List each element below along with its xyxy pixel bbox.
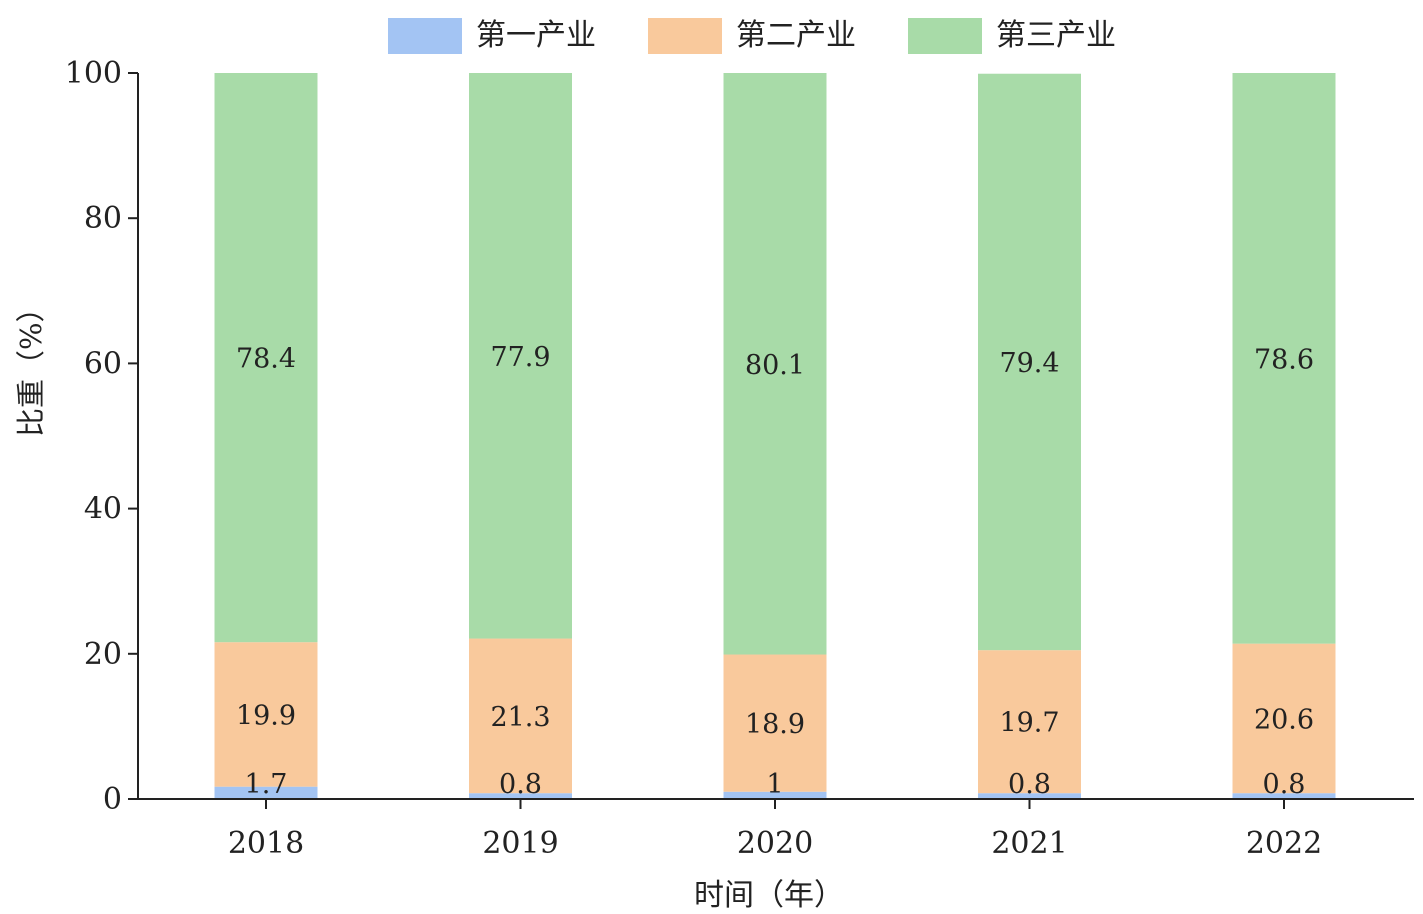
legend-swatch-tertiary (908, 18, 982, 54)
y-axis-title: 比重（%） (14, 293, 48, 437)
data-label: 20.6 (1254, 704, 1314, 735)
bar-segment (1232, 793, 1336, 799)
data-label: 79.4 (999, 348, 1059, 379)
bar-segment (214, 786, 318, 799)
y-tick-label: 100 (65, 56, 122, 91)
data-label: 21.3 (490, 702, 550, 733)
bar-segment (214, 642, 318, 787)
data-label: 78.4 (236, 344, 296, 375)
data-label: 78.6 (1254, 344, 1314, 375)
x-tick-label: 2020 (737, 826, 813, 861)
bar-segment (723, 791, 827, 799)
legend-label-secondary: 第二产业 (736, 18, 856, 53)
legend-item-primary: 第一产业 (388, 18, 596, 54)
bar-segment (469, 638, 572, 794)
bar-segment (723, 654, 827, 792)
data-label: 19.9 (236, 700, 296, 731)
x-tick-label: 2021 (991, 826, 1067, 861)
legend-item-tertiary: 第三产业 (908, 18, 1116, 54)
data-label: 80.1 (745, 350, 805, 381)
x-tick-label: 2022 (1246, 826, 1322, 861)
legend-label-primary: 第一产业 (476, 18, 596, 53)
legend-swatch-secondary (648, 18, 722, 54)
bar-segment (978, 650, 1081, 794)
legend-item-secondary: 第二产业 (648, 18, 856, 54)
bar-segment (1232, 643, 1336, 794)
x-tick-label: 2018 (228, 826, 304, 861)
bar-segment (978, 73, 1081, 651)
bar-segment (214, 73, 318, 643)
y-tick-label: 40 (84, 492, 122, 527)
data-label: 1.7 (245, 769, 288, 800)
data-label: 19.7 (999, 708, 1059, 739)
data-label: 0.8 (1008, 769, 1051, 800)
y-tick-label: 80 (84, 201, 122, 236)
data-label: 1 (766, 769, 783, 800)
legend: 第一产业 第二产业 第三产业 (388, 18, 1168, 54)
data-label: 18.9 (745, 709, 805, 740)
bar-segment (469, 73, 572, 639)
legend-label-tertiary: 第三产业 (996, 18, 1116, 53)
legend-swatch-primary (388, 18, 462, 54)
data-label: 0.8 (1263, 769, 1306, 800)
y-tick-label: 60 (84, 346, 122, 381)
x-tick-label: 2019 (482, 826, 558, 861)
y-tick-label: 20 (84, 637, 122, 672)
x-axis-title: 时间（年） (694, 878, 844, 913)
bar-segment (978, 793, 1081, 799)
bar-segment (723, 73, 827, 655)
bar-segment (469, 793, 572, 799)
bar-segment (1232, 73, 1336, 644)
data-label: 77.9 (490, 342, 550, 373)
y-tick-label: 0 (103, 782, 122, 817)
data-label: 0.8 (499, 769, 542, 800)
